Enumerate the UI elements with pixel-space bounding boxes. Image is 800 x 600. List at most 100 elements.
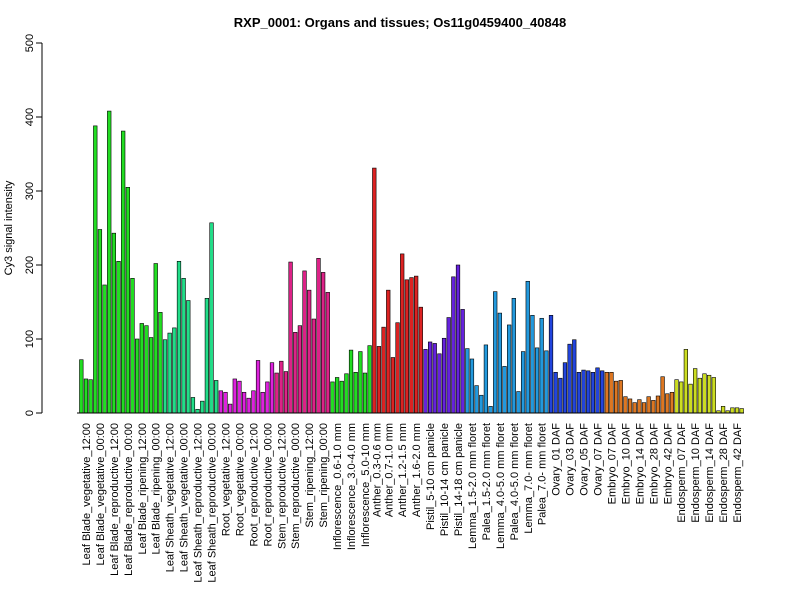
bar [97, 229, 103, 414]
bar [469, 358, 475, 414]
category-label: Endosperm_28 DAF [718, 423, 730, 523]
bar [511, 297, 516, 414]
bar [455, 264, 461, 414]
category-label: Leaf Blade_ripening_12:00 [137, 423, 149, 555]
category-label: Leaf Sheath_reproductive_00:00 [207, 423, 219, 583]
bar [460, 309, 465, 414]
bar [488, 406, 493, 414]
category-label: Leaf Blade_ripening_00:00 [151, 423, 163, 555]
bar [446, 317, 451, 414]
bar [200, 400, 205, 414]
bar [702, 373, 707, 414]
category-label: Root_vegetative_00:00 [234, 423, 246, 536]
y-tick-label: 300 [24, 182, 36, 200]
bar [586, 370, 591, 414]
category-label: Pistil_5-10 cm panicle [425, 423, 437, 530]
bar [121, 130, 126, 414]
bar [530, 315, 535, 414]
y-tick-label: 0 [24, 410, 36, 416]
bar [153, 263, 158, 414]
bar [562, 362, 568, 414]
bar [148, 337, 154, 414]
bar [558, 377, 563, 414]
bar [228, 403, 233, 414]
bar [88, 379, 93, 414]
bar [572, 339, 577, 414]
category-label: Leaf Blade_reproductive_12:00 [109, 423, 121, 576]
bar [167, 332, 172, 414]
bar [209, 222, 214, 414]
bar [372, 167, 377, 414]
bar [651, 400, 656, 414]
bar [553, 371, 558, 414]
bar [609, 371, 614, 414]
category-label: Inflorescence_0.6-1.0 mm [332, 423, 344, 550]
y-tick-label: 400 [24, 108, 36, 126]
bar [381, 326, 386, 414]
bar [130, 278, 135, 414]
bar [711, 377, 716, 414]
bar [181, 278, 186, 414]
bar [362, 372, 368, 414]
bar [683, 349, 688, 414]
bar [116, 260, 121, 414]
bar [241, 391, 247, 414]
bar [660, 376, 665, 414]
bar [269, 362, 275, 414]
bar [595, 367, 600, 414]
y-axis-label: Cy3 signal intensity [3, 180, 15, 275]
bar [214, 380, 219, 414]
bar [162, 339, 168, 414]
bar [274, 372, 279, 414]
bar [525, 280, 530, 414]
category-label: Root_vegetative_12:00 [220, 423, 232, 536]
bar [218, 390, 223, 414]
bar [283, 371, 289, 414]
category-label: Endosperm_10 DAF [690, 423, 702, 523]
category-label: Anther_1.6-2.0 mm [411, 423, 423, 517]
bar [158, 312, 163, 414]
bar [316, 258, 321, 414]
bar [246, 397, 251, 414]
category-label: Stem_ripening_00:00 [318, 423, 330, 528]
bar [427, 341, 433, 414]
bar [260, 391, 265, 414]
category-label: Palea_1.5-2.0 mm floret [481, 423, 493, 540]
y-axis: 0 100 200 300 400 500 [24, 34, 43, 416]
bar [302, 270, 307, 414]
bar [404, 279, 409, 414]
bar [613, 380, 619, 414]
bar [79, 359, 84, 414]
bar [367, 345, 372, 414]
bar [618, 380, 623, 414]
bar [288, 261, 293, 414]
bar [637, 399, 642, 414]
bar [734, 407, 740, 414]
category-label: Lemma_7.0- mm floret [523, 423, 535, 534]
bar [451, 276, 456, 414]
category-label: Leaf Blade_reproductive_00:00 [123, 423, 135, 576]
category-label: Root_reproductive_12:00 [248, 423, 260, 547]
bar [590, 371, 595, 414]
bar [386, 289, 391, 414]
bar [544, 350, 549, 414]
bar [176, 260, 182, 414]
category-label: Stem_reproductive_12:00 [276, 423, 288, 549]
category-label: Stem_ripening_12:00 [304, 423, 316, 528]
category-label: Leaf Sheath_vegetative_12:00 [165, 423, 177, 572]
bar [265, 381, 270, 414]
category-label: Palea_7.0- mm floret [537, 423, 549, 525]
bar [548, 315, 554, 414]
bar [483, 344, 489, 414]
category-label: Lemma_1.5-2.0 mm floret [467, 423, 479, 549]
bar [348, 349, 354, 414]
bar [604, 371, 609, 414]
category-label: Inflorescence_3.0-4.0 mm [346, 423, 358, 550]
y-tick-label: 200 [24, 256, 36, 274]
category-label: Embryo_14 DAF [634, 423, 646, 505]
category-label: Endosperm_07 DAF [676, 423, 688, 523]
category-label: Embryo_28 DAF [648, 423, 660, 505]
bar [93, 125, 98, 414]
bar [334, 377, 340, 414]
